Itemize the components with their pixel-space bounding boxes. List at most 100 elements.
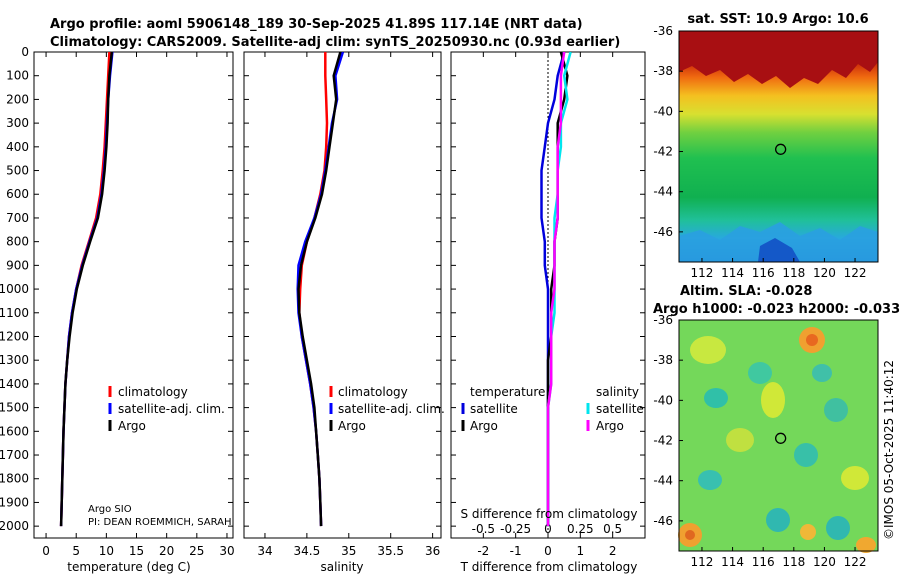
depth-tick-label: 1100 (0, 306, 29, 320)
depth-tick-label: 1800 (0, 472, 29, 486)
sla-map-panel: Altim. SLA: -0.028 Argo h1000: -0.023 h2… (653, 284, 900, 569)
sla-map-frame (678, 319, 879, 552)
temperature-axes-box (33, 51, 234, 539)
sla-map-subtitle: Argo h1000: -0.023 h2000: -0.033 (653, 302, 900, 317)
latitude-label: -40 (653, 393, 673, 407)
sla-longitude-labels: 112 114 116 118 120 122 (691, 547, 866, 569)
depth-tick-label: 400 (6, 140, 29, 154)
x-tick-label: 25 (189, 544, 204, 558)
secondary-tick-label: 0 (544, 522, 552, 536)
pi-name-label: PI: DEAN ROEMMICH, SARAH (88, 517, 232, 528)
legend-label-climatology: climatology (118, 385, 188, 399)
legend-title-salinity: salinity (596, 385, 639, 399)
sla-eddy (690, 336, 726, 364)
sla-eddy (856, 537, 876, 553)
difference-series (540, 52, 572, 527)
longitude-label: 112 (691, 266, 714, 280)
latitude-label: -40 (653, 104, 673, 118)
x-tick-label: 15 (129, 544, 144, 558)
depth-tick-label: 0 (21, 45, 29, 59)
longitude-label: 120 (813, 555, 836, 569)
latitude-label: -44 (653, 185, 673, 199)
depth-tick-label: 500 (6, 164, 29, 178)
legend-label-satellite-adj: satellite-adj. clim. (338, 402, 445, 416)
x-tick-label: 1 (577, 544, 585, 558)
sla-eddy (841, 466, 869, 490)
sla-eddy (826, 516, 850, 540)
legend-label-temp-satellite: satellite (470, 402, 518, 416)
legend-label-argo: Argo (118, 419, 146, 433)
t-difference-xlabel: T difference from climatology (460, 560, 638, 574)
sst-coldest-patch (758, 238, 800, 262)
temperature-tick-labels: 0 5 10 15 20 25 30 (34, 51, 235, 558)
sla-eddy (794, 443, 818, 467)
longitude-label: 116 (752, 266, 775, 280)
latitude-label: -42 (653, 434, 673, 448)
x-tick-label: 5 (72, 544, 80, 558)
depth-tick-label: 1600 (0, 424, 29, 438)
longitude-label: 114 (721, 266, 744, 280)
salinity-tick-labels: 34 34.5 35 35.5 36 (244, 51, 441, 558)
x-tick-label: 34.5 (294, 544, 321, 558)
legend-label-climatology: climatology (338, 385, 408, 399)
depth-tick-label: 1900 (0, 495, 29, 509)
temperature-xlabel: temperature (deg C) (67, 560, 190, 574)
depth-tick-label: 1500 (0, 401, 29, 415)
longitude-label: 118 (782, 266, 805, 280)
temperature-series (59, 52, 114, 527)
secondary-tick-label: 0.5 (603, 522, 622, 536)
s-difference-tick-labels: -0.5 -0.25 0 0.25 0.5 (472, 522, 623, 536)
depth-tick-label: 1400 (0, 377, 29, 391)
salinity-series (296, 52, 345, 527)
sst-warm-front (679, 31, 878, 88)
sla-eddy (726, 428, 754, 452)
legend-title-temperature: temperature (470, 385, 545, 399)
depth-tick-label: 1000 (0, 282, 29, 296)
longitude-label: 118 (782, 555, 805, 569)
depth-tick-label: 800 (6, 235, 29, 249)
latitude-label: -36 (653, 313, 673, 327)
salinity-panel: 34 34.5 35 35.5 36 salinity climatology sate… (243, 51, 445, 574)
sla-eddy (812, 364, 832, 382)
longitude-label: 122 (844, 266, 867, 280)
argo-position-marker (774, 432, 787, 444)
sla-eddy (824, 398, 848, 422)
depth-tick-label: 700 (6, 211, 29, 225)
sla-eddies (678, 327, 876, 553)
latitude-label: -46 (653, 225, 673, 239)
sla-latitude-labels: -36 -38 -40 -42 -44 -46 (653, 313, 683, 528)
sla-eddy (800, 524, 816, 540)
temperature-panel: 0100200300400500600700800900100011001200… (0, 45, 235, 574)
depth-tick-label: 900 (6, 258, 29, 272)
figure-title-line2: Climatology: CARS2009. Satellite-adj cli… (50, 35, 620, 50)
longitude-label: 114 (721, 555, 744, 569)
depth-tick-label: 1300 (0, 353, 29, 367)
x-tick-label: 35.5 (377, 544, 404, 558)
depth-tick-label: 300 (6, 116, 29, 130)
s-difference-xlabel: S difference from climatology (461, 507, 638, 521)
x-tick-label: 0 (544, 544, 552, 558)
depth-tick-label: 1700 (0, 448, 29, 462)
salinity-legend: climatology satellite-adj. clim. Argo (329, 385, 445, 433)
salinity-axes-box (243, 51, 442, 539)
x-tick-label: 36 (425, 544, 440, 558)
legend-label-temp-argo: Argo (470, 419, 498, 433)
series-line-argo (59, 52, 114, 527)
series-line-salinity-argo (546, 52, 566, 527)
x-tick-label: 30 (219, 544, 234, 558)
sla-eddy (806, 334, 818, 346)
x-tick-label: 0 (42, 544, 50, 558)
latitude-label: -36 (653, 24, 673, 38)
depth-tick-label: 2000 (0, 519, 29, 533)
latitude-label: -38 (653, 353, 673, 367)
latitude-label: -38 (653, 64, 673, 78)
sla-map-title: Altim. SLA: -0.028 (680, 284, 812, 299)
depth-tick-labels: 0 100 200 300 400 500 600 700 800 900 1000 1100 1200… (0, 45, 29, 533)
t-difference-tick-labels: -2 -1 0 1 2 (451, 51, 645, 558)
x-tick-label: -2 (477, 544, 489, 558)
temperature-legend: climatology satellite-adj. clim. Argo (108, 385, 225, 433)
secondary-tick-label: 0.25 (567, 522, 594, 536)
secondary-tick-label: -0.5 (472, 522, 495, 536)
x-tick-label: -1 (510, 544, 522, 558)
